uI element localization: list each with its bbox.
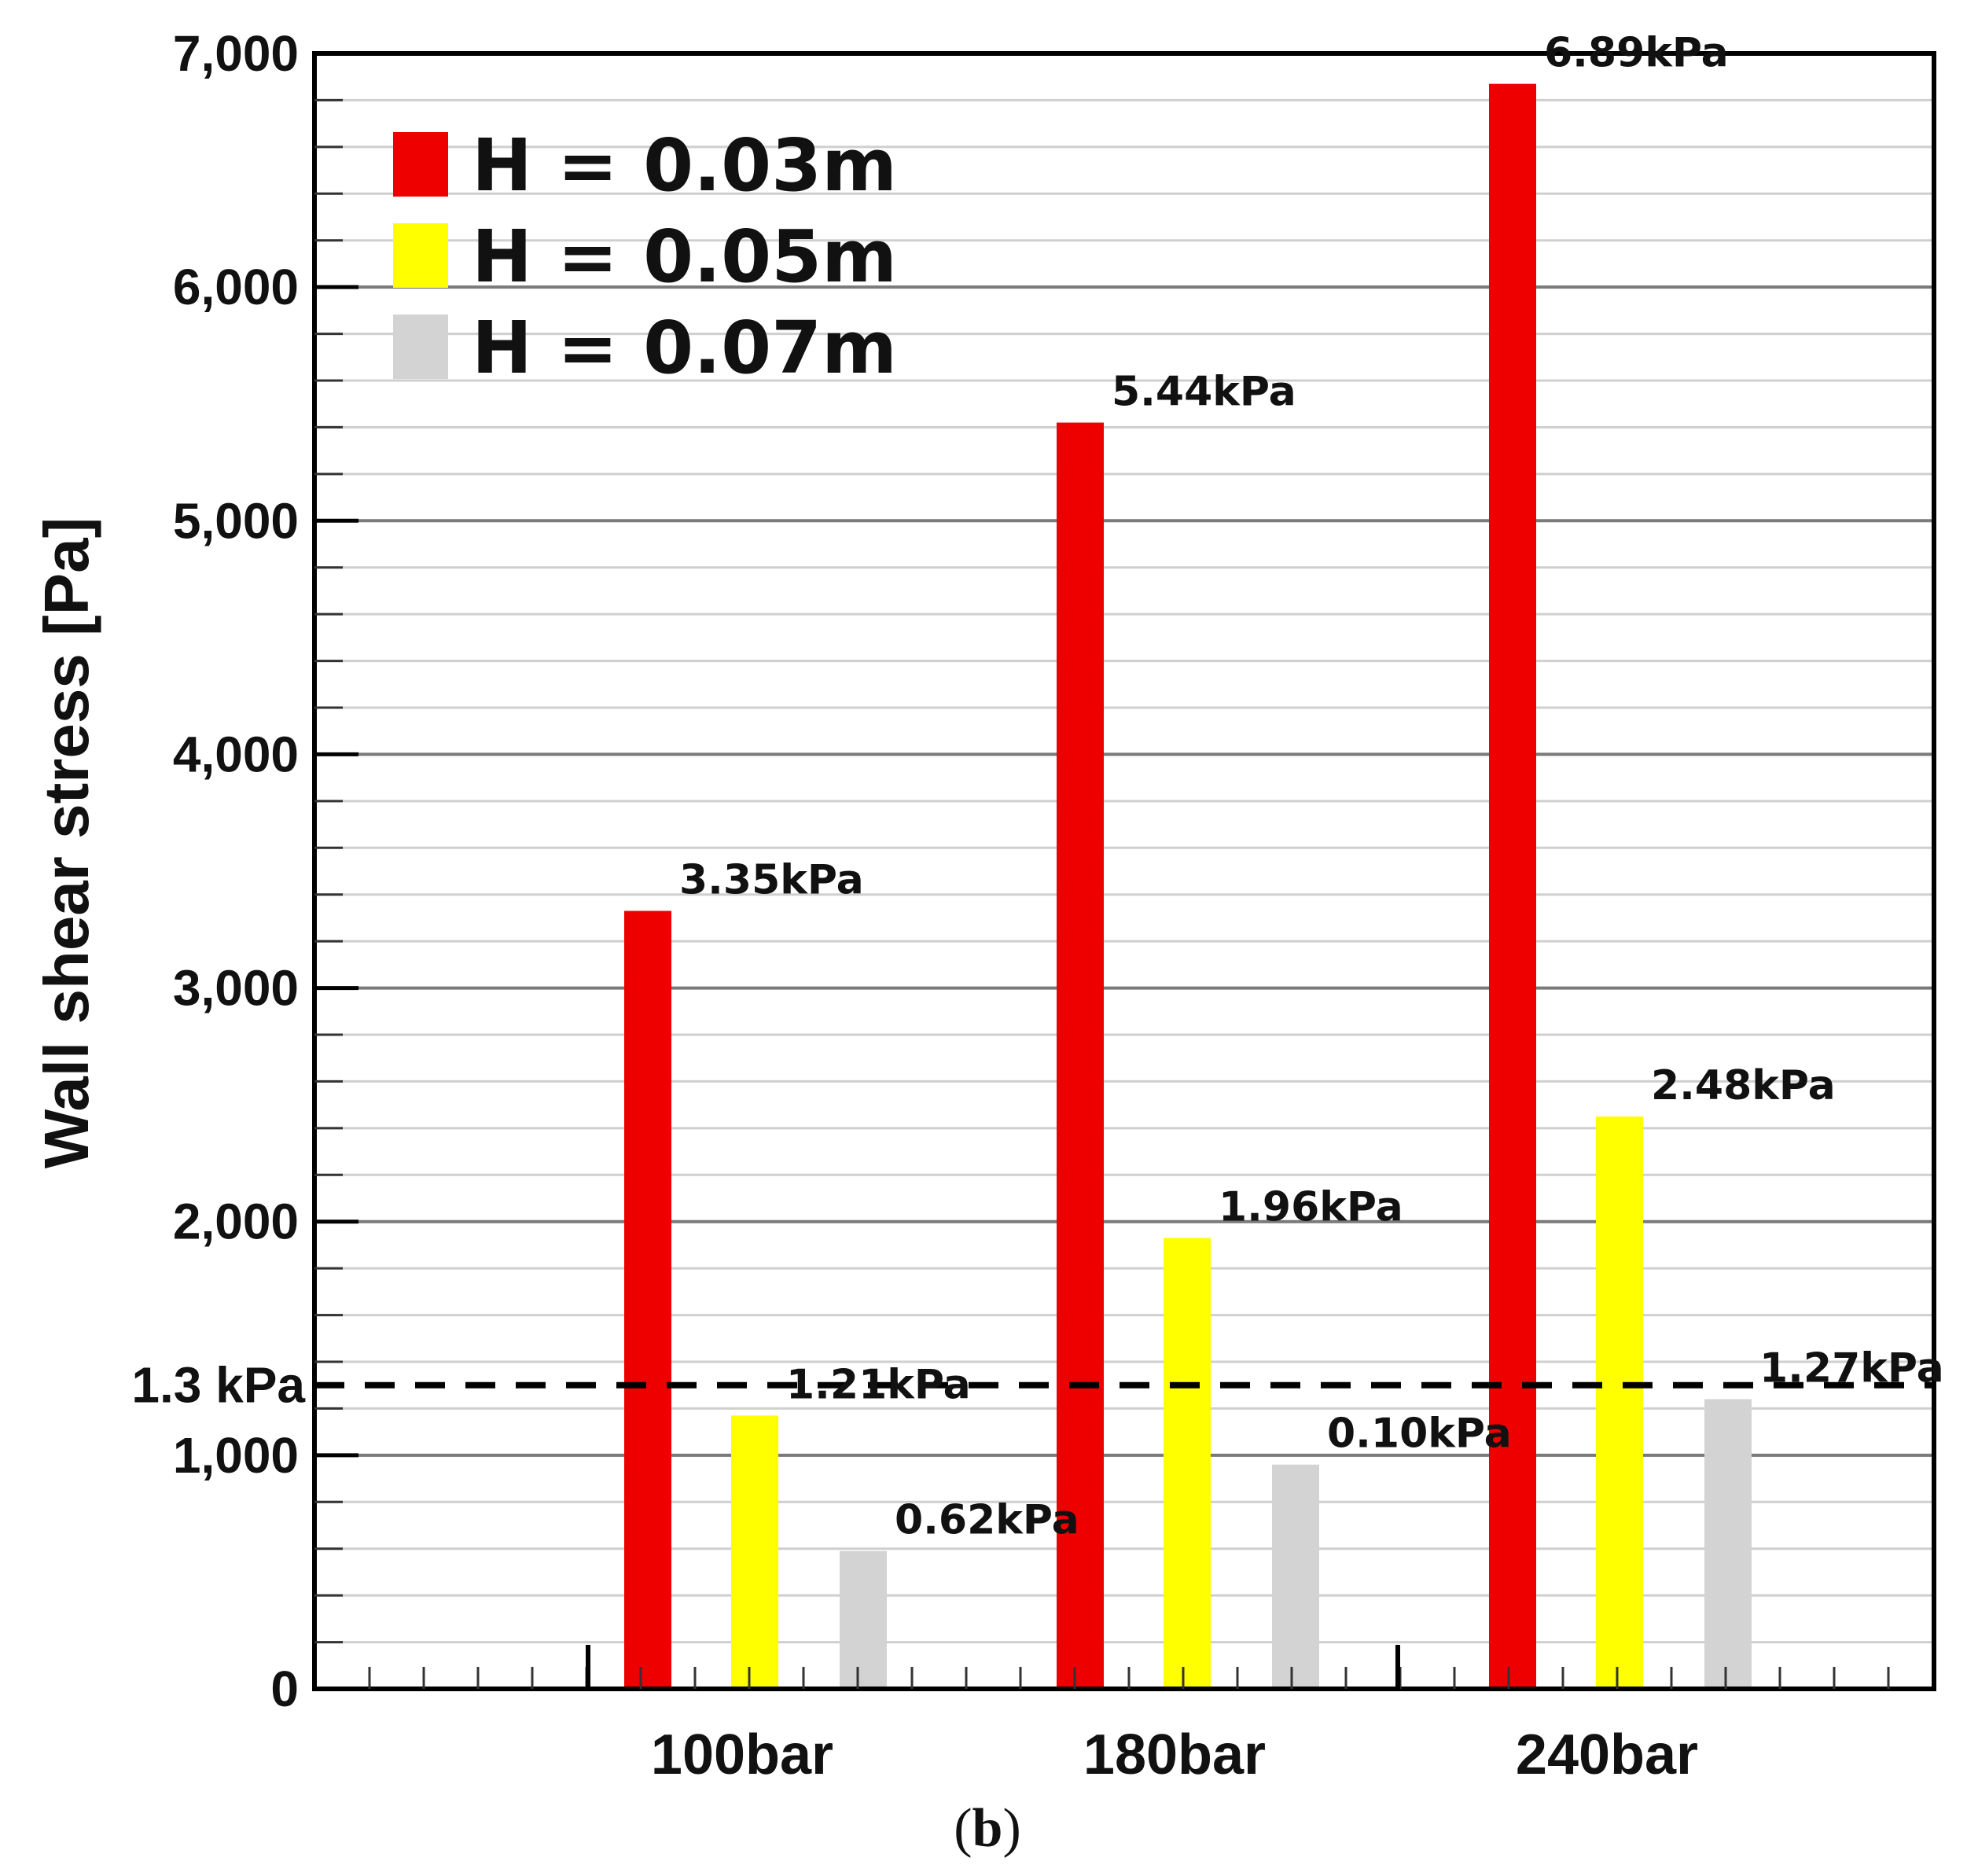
labels-layer: 0 1,000 2,000 3,000 4,000 5,000 6,000 7,000 3.35… — [131, 25, 1943, 1786]
bar — [731, 1415, 778, 1689]
y-tick-label: 0 — [270, 1661, 299, 1717]
y-tick-label: 2,000 — [173, 1194, 299, 1250]
figure-caption: (b) — [954, 1798, 1021, 1859]
bar — [1704, 1399, 1752, 1689]
data-label: 3.35kPa — [679, 857, 864, 904]
bar — [1164, 1238, 1211, 1689]
caption-letter: b — [972, 1798, 1003, 1859]
data-label: 1.27kPa — [1759, 1345, 1944, 1392]
y-tick-label: 6,000 — [173, 259, 299, 315]
y-tick-label: 1,000 — [173, 1427, 299, 1484]
bars-layer — [624, 83, 1752, 1690]
y-tick-label: 7,000 — [173, 25, 299, 82]
data-label: 5.44kPa — [1112, 368, 1296, 415]
legend-label: H = 0.03m — [472, 123, 897, 208]
data-label: 1.96kPa — [1219, 1184, 1403, 1231]
x-category-label: 240bar — [1516, 1723, 1698, 1786]
bar — [1272, 1464, 1319, 1689]
y-tick-label: 5,000 — [173, 492, 299, 549]
data-label: 0.62kPa — [895, 1497, 1079, 1544]
caption-open-paren: ( — [954, 1798, 972, 1859]
ticks-layer — [314, 51, 1890, 1691]
legend-swatch — [393, 315, 448, 379]
x-category-label: 180bar — [1083, 1723, 1266, 1786]
x-category-label: 100bar — [651, 1723, 833, 1786]
legend-swatch — [393, 132, 448, 197]
legend-label: H = 0.07m — [472, 306, 897, 390]
data-label: 1.21kPa — [786, 1361, 971, 1408]
reference-line-label: 1.3 kPa — [131, 1357, 305, 1414]
caption-close-paren: ) — [1002, 1798, 1020, 1859]
bar — [1489, 83, 1536, 1690]
data-label: 0.10kPa — [1327, 1411, 1512, 1458]
bar — [624, 910, 671, 1689]
data-label: 6.89kPa — [1544, 30, 1729, 77]
bar — [1057, 422, 1104, 1689]
bar — [840, 1550, 887, 1689]
y-axis-title: Wall shear stress [Pa] — [31, 517, 101, 1169]
grid-layer — [314, 98, 1934, 1644]
plot-frame — [312, 51, 1936, 1691]
y-tick-label: 3,000 — [173, 960, 299, 1017]
data-label: 2.48kPa — [1651, 1062, 1836, 1109]
y-tick-label: 4,000 — [173, 726, 299, 782]
legend-swatch — [393, 223, 448, 288]
bar — [1596, 1116, 1643, 1689]
legend-label: H = 0.05m — [472, 215, 897, 299]
